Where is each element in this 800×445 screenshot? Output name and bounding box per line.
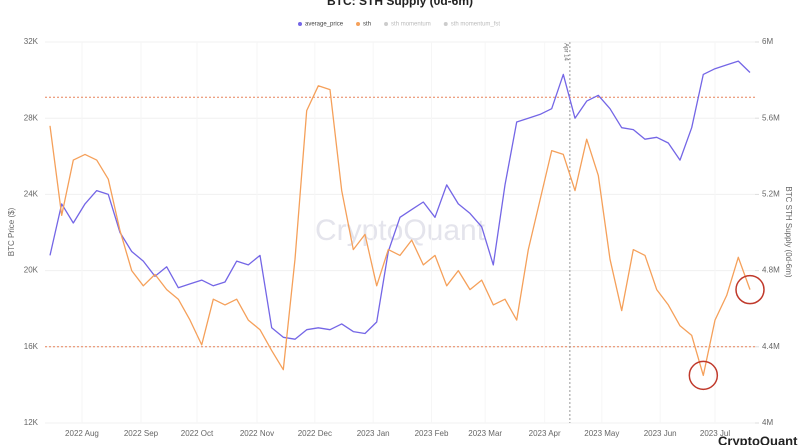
series-line	[49, 60, 751, 340]
x-tick-label: 2023 Mar	[468, 429, 502, 438]
y2-tick-label: 4.8M	[762, 266, 780, 275]
x-tick-label: 2022 Nov	[240, 429, 274, 438]
x-tick-label: 2023 Jul	[700, 429, 730, 438]
y-tick-label: 20K	[24, 266, 39, 275]
y2-tick-label: 4M	[762, 418, 773, 427]
y-tick-label: 32K	[24, 37, 39, 46]
legend-label: sth momentum_fst	[451, 22, 501, 28]
chart-title: BTC: STH Supply (0d-6m)	[327, 0, 473, 8]
x-tick-label: 2022 Sep	[124, 429, 159, 438]
watermark: CryptoQuant	[315, 214, 486, 247]
highlight-circle	[735, 274, 765, 305]
x-tick-label: 2023 Apr	[529, 429, 561, 438]
x-tick-label: 2022 Dec	[298, 429, 332, 438]
legend-swatch	[356, 22, 361, 26]
logo: CryptoQuant	[718, 433, 798, 445]
legend-swatch	[384, 22, 389, 26]
x-tick-label: 2023 Jan	[357, 429, 390, 438]
y-tick-label: 28K	[24, 113, 39, 122]
series-line	[49, 85, 751, 377]
x-tick-label: 2023 May	[584, 429, 619, 438]
x-tick-label: 2022 Aug	[65, 429, 99, 438]
y-tick-label: 16K	[24, 342, 39, 351]
highlight-circle	[688, 360, 719, 391]
y2-tick-label: 5.6M	[762, 113, 780, 122]
x-tick-label: 2023 Jun	[644, 429, 677, 438]
annotation-label: Apr 14	[562, 43, 568, 61]
y-tick-label: 24K	[24, 190, 39, 199]
y-tick-label: 12K	[24, 418, 39, 427]
legend-label: sth	[363, 22, 371, 28]
x-tick-label: 2022 Oct	[181, 429, 214, 438]
legend-swatch	[298, 22, 302, 26]
y2-tick-label: 6M	[762, 37, 773, 46]
y2-axis-label: BTC STH Supply (0d-6m)	[784, 186, 793, 277]
legend-swatch	[443, 22, 448, 26]
y-axis-label: BTC Price ($)	[7, 207, 16, 256]
x-tick-label: 2023 Feb	[415, 429, 449, 438]
y2-tick-label: 5.2M	[762, 190, 780, 199]
legend-label: sth momentum	[391, 22, 431, 28]
legend-label: average_price	[305, 22, 344, 28]
y2-tick-label: 4.4M	[762, 342, 780, 351]
